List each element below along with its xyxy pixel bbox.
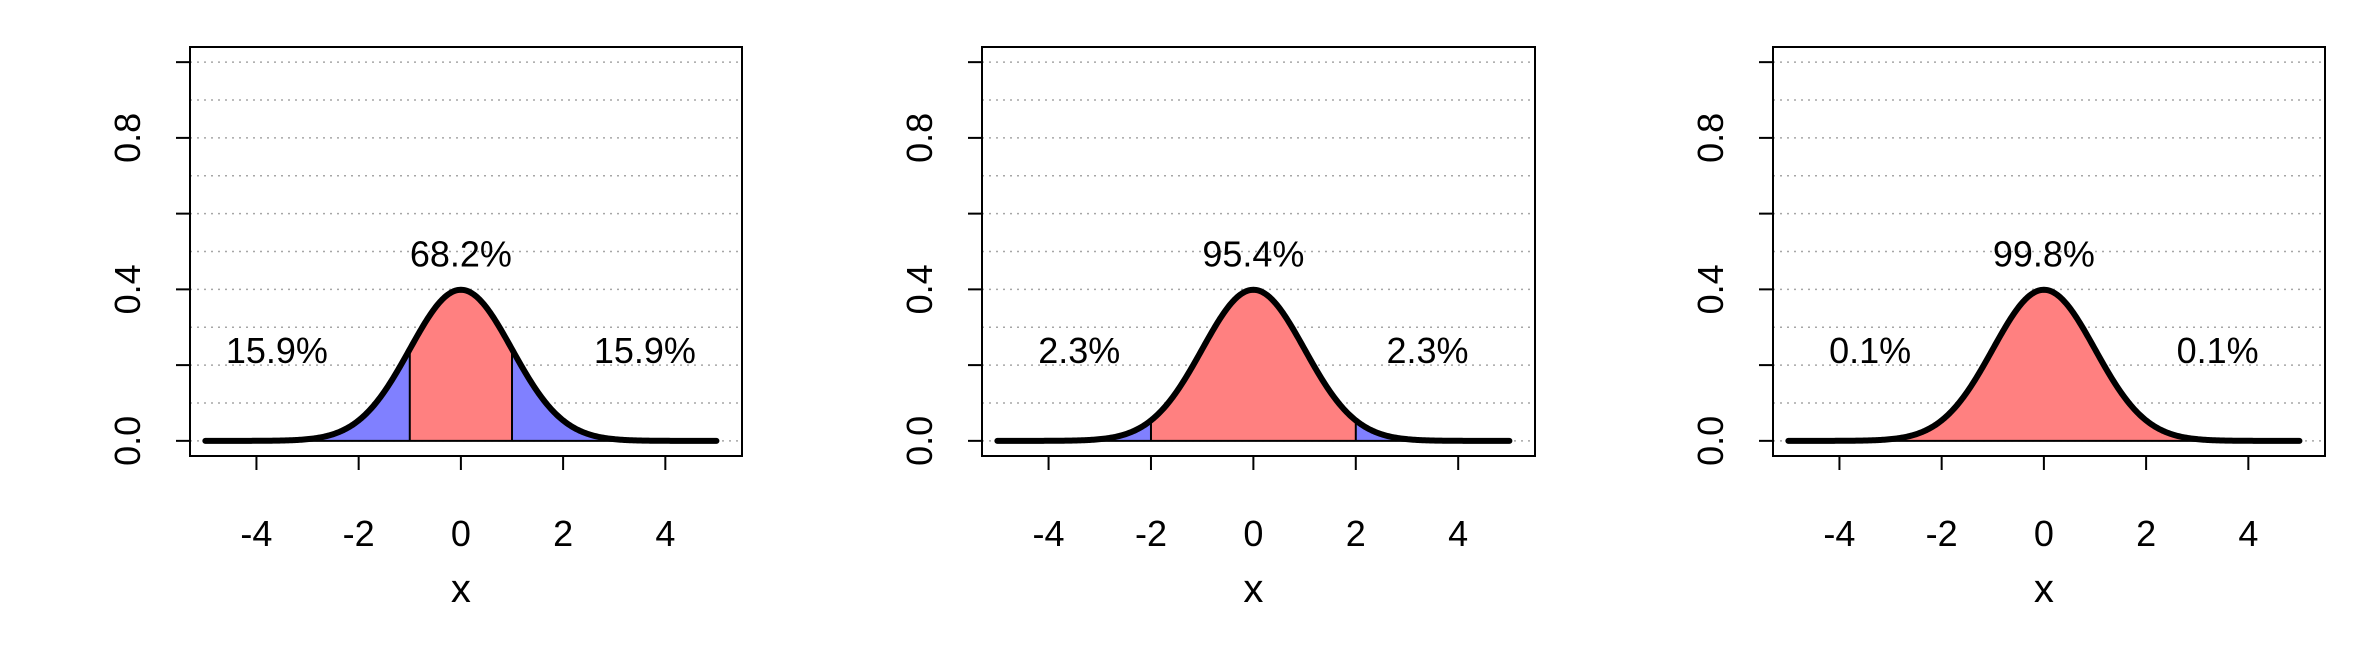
x-tick-label: 4 bbox=[2238, 513, 2258, 554]
center-area bbox=[1890, 289, 2198, 441]
left-tail-percent-label: 2.3% bbox=[1038, 330, 1120, 371]
x-tick-label: 0 bbox=[2034, 513, 2054, 554]
x-tick-label: 2 bbox=[2136, 513, 2156, 554]
chart-panel-1: -4 -2 0 2 4 x 0.0 0.4 0.8 68.2% 15.9% 15.9% bbox=[107, 46, 743, 611]
left-tail-area bbox=[205, 349, 410, 441]
y-tick-label: 0.4 bbox=[1690, 264, 1731, 314]
center-area bbox=[1150, 289, 1356, 441]
y-tick-label: 0.4 bbox=[899, 264, 940, 314]
right-tail-percent-label: 0.1% bbox=[2177, 330, 2259, 371]
left-tail-area bbox=[997, 420, 1151, 441]
x-axis-label: x bbox=[1243, 567, 1263, 611]
x-axis-label: x bbox=[2034, 567, 2054, 611]
right-tail-area bbox=[512, 349, 717, 441]
x-tick-label: 2 bbox=[1346, 513, 1366, 554]
right-tail-area bbox=[1355, 420, 1510, 441]
x-tick-label: 4 bbox=[1448, 513, 1468, 554]
right-tail-percent-label: 2.3% bbox=[1386, 330, 1468, 371]
x-tick-label: -2 bbox=[1135, 513, 1167, 554]
y-tick-label: 0.4 bbox=[107, 264, 148, 314]
x-tick-label: -4 bbox=[1033, 513, 1065, 554]
center-percent-label: 95.4% bbox=[1202, 234, 1304, 275]
x-tick-label: 0 bbox=[451, 513, 471, 554]
left-tail-percent-label: 0.1% bbox=[1829, 330, 1911, 371]
y-tick-label: 0.0 bbox=[107, 416, 148, 466]
chart-panel-3: -4 -2 0 2 4 x 0.0 0.4 0.8 99.8% 0.1% 0.1% bbox=[1690, 46, 2326, 611]
x-tick-label: 2 bbox=[553, 513, 573, 554]
x-tick-label: -2 bbox=[1926, 513, 1958, 554]
density-curve bbox=[202, 286, 720, 444]
density-curve bbox=[994, 286, 1513, 444]
x-tick-label: -4 bbox=[1823, 513, 1855, 554]
center-percent-label: 68.2% bbox=[410, 234, 512, 275]
x-axis-label: x bbox=[451, 567, 471, 611]
left-tail-percent-label: 15.9% bbox=[226, 330, 328, 371]
chart-panel-2: -4 -2 0 2 4 x 0.0 0.4 0.8 95.4% 2.3% 2.3% bbox=[899, 46, 1536, 611]
y-tick-label: 0.0 bbox=[899, 416, 940, 466]
x-tick-label: 4 bbox=[655, 513, 675, 554]
density-curve bbox=[1785, 286, 2303, 444]
x-tick-label: -4 bbox=[240, 513, 272, 554]
x-tick-label: -2 bbox=[343, 513, 375, 554]
y-tick-label: 0.8 bbox=[1690, 113, 1731, 163]
y-tick-label: 0.0 bbox=[1690, 416, 1731, 466]
right-tail-percent-label: 15.9% bbox=[594, 330, 696, 371]
center-percent-label: 99.8% bbox=[1993, 234, 2095, 275]
y-tick-label: 0.8 bbox=[899, 113, 940, 163]
y-tick-label: 0.8 bbox=[107, 113, 148, 163]
center-area bbox=[409, 289, 512, 441]
x-tick-label: 0 bbox=[1243, 513, 1263, 554]
